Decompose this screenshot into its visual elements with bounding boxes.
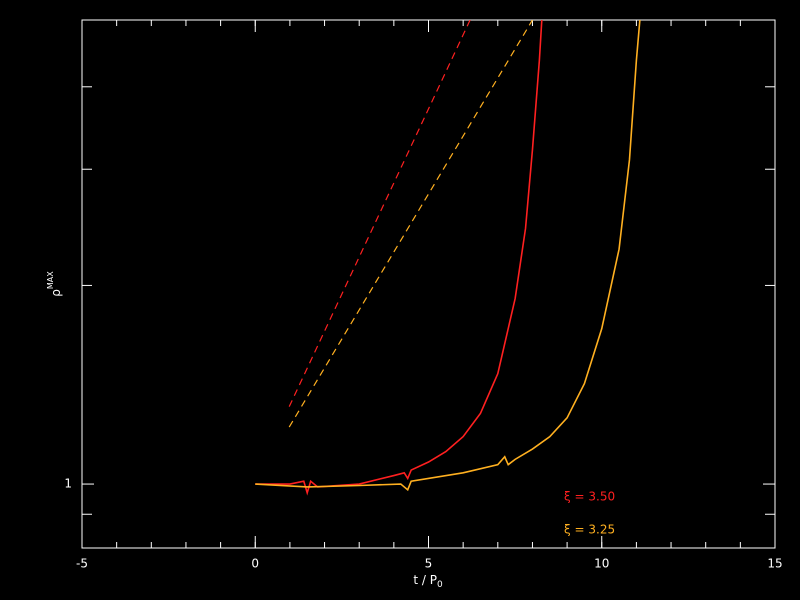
- y-label-sup: MAX: [46, 271, 55, 289]
- series-line: [255, 20, 641, 492]
- x-label-sub: 0: [437, 580, 443, 590]
- x-tick-label: 5: [425, 557, 433, 571]
- x-tick-label: 15: [767, 557, 782, 571]
- y-tick-label: 1: [64, 477, 72, 491]
- x-tick-label: 0: [251, 557, 259, 571]
- y-axis-label: ρMAX: [46, 271, 63, 297]
- x-tick-label: 10: [594, 557, 609, 571]
- x-axis-label: t / P0: [413, 573, 443, 590]
- legend-entry: ξ = 3.25: [564, 523, 615, 537]
- x-label-main: t / P: [413, 573, 437, 587]
- dashed-line: [288, 20, 533, 428]
- dashed-line: [288, 20, 471, 407]
- legend-entry: ξ = 3.50: [564, 490, 615, 504]
- series-line: [255, 20, 543, 496]
- plot-frame: [81, 19, 776, 549]
- x-tick-label: -5: [76, 557, 88, 571]
- y-label-main: ρ: [49, 289, 63, 297]
